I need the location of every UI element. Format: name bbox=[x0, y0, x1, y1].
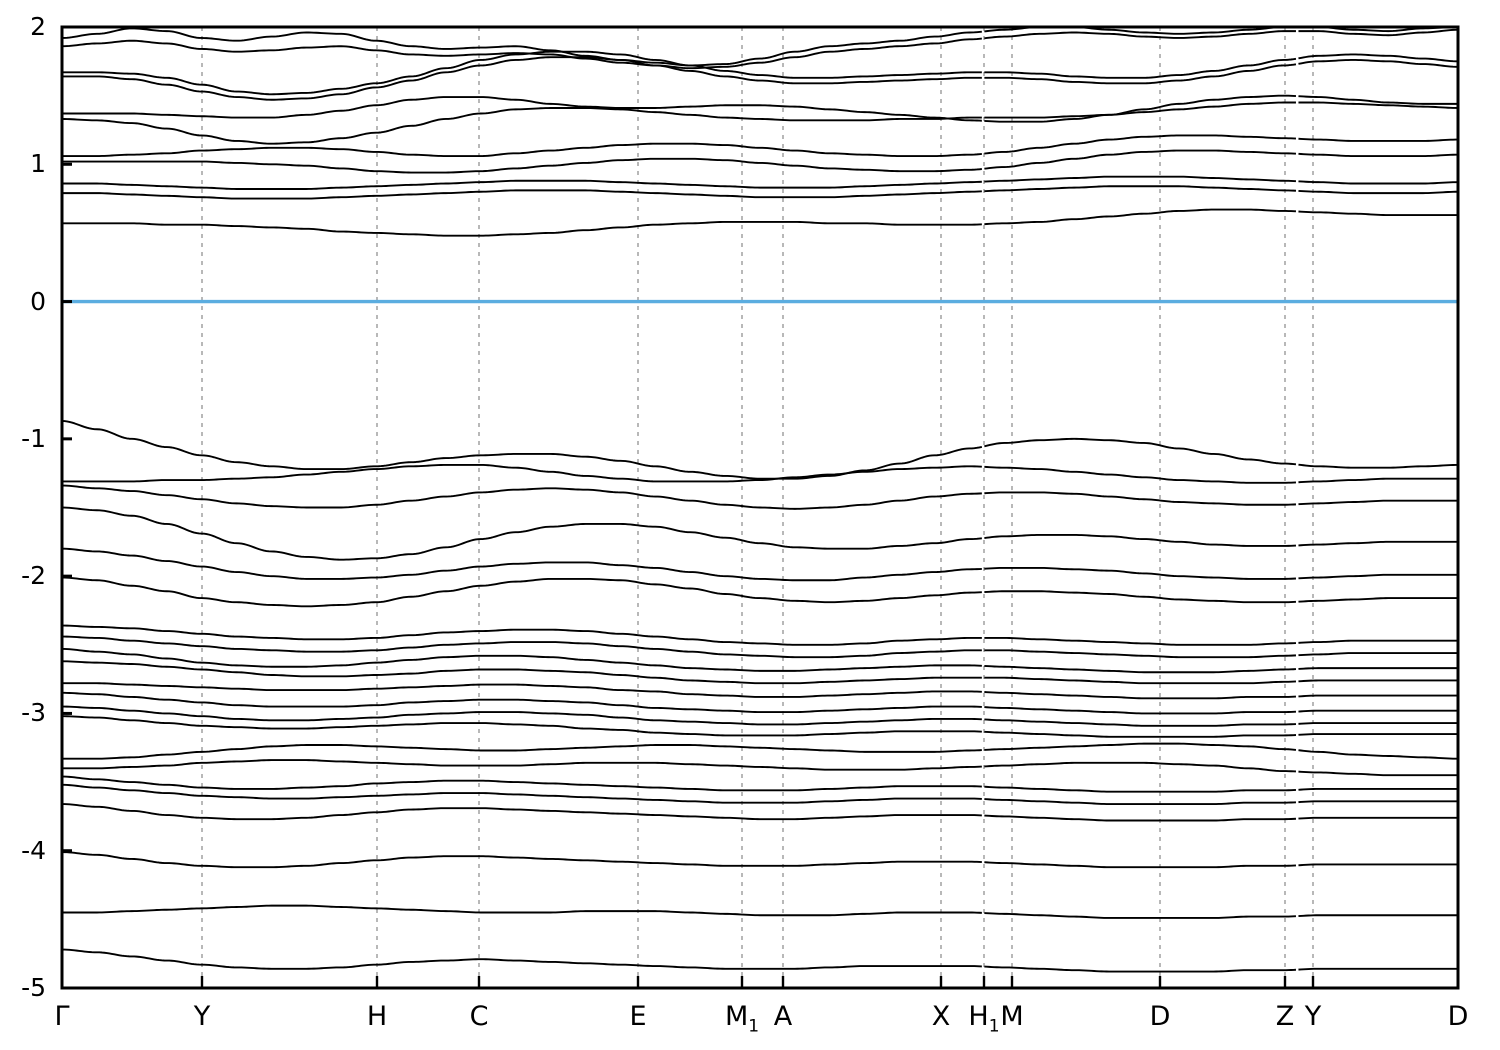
band-curve bbox=[62, 547, 1458, 582]
band-curve bbox=[62, 94, 1458, 123]
x-tick-label: D bbox=[1149, 1001, 1171, 1032]
band-curve bbox=[62, 463, 1458, 484]
band-curve bbox=[62, 904, 1458, 919]
x-tick-label: X bbox=[931, 1001, 951, 1032]
y-tick-label: 1 bbox=[30, 149, 46, 179]
band-curve bbox=[62, 803, 1458, 822]
band-curve bbox=[62, 775, 1458, 793]
x-tick-label: H1 bbox=[968, 1001, 1000, 1037]
band-curve bbox=[62, 682, 1458, 700]
x-tick-label: D bbox=[1447, 1001, 1469, 1032]
x-tick-label: M1 bbox=[724, 1001, 760, 1037]
band-curve bbox=[62, 175, 1458, 190]
y-tick-label: 0 bbox=[30, 286, 46, 316]
x-tick-label: C bbox=[469, 1001, 489, 1032]
band-curve bbox=[62, 647, 1458, 674]
band-curve bbox=[62, 484, 1458, 510]
band-curve bbox=[62, 506, 1458, 561]
x-tick-label: M bbox=[1000, 1001, 1024, 1032]
x-tick-label: Y bbox=[1304, 1001, 1322, 1032]
band-curve bbox=[62, 948, 1458, 973]
tick-marks bbox=[62, 25, 1315, 990]
band-curve bbox=[62, 660, 1458, 685]
y-tick-label: -5 bbox=[21, 973, 46, 1002]
band-curve bbox=[62, 624, 1458, 646]
x-tick-label: Y bbox=[193, 1001, 211, 1032]
band-curve bbox=[62, 27, 1458, 67]
band-curve bbox=[62, 691, 1458, 715]
band-curve bbox=[62, 50, 1458, 96]
band-curve bbox=[62, 715, 1458, 738]
band-curve bbox=[62, 420, 1458, 480]
band-curve bbox=[62, 851, 1458, 869]
y-tick-label: -1 bbox=[21, 423, 46, 453]
band-curve bbox=[62, 101, 1458, 145]
x-tick-label: Γ bbox=[54, 1001, 70, 1032]
band-curve bbox=[62, 28, 1458, 70]
band-curve bbox=[62, 576, 1458, 608]
x-tick-label: H bbox=[366, 1001, 388, 1032]
gridlines bbox=[201, 27, 1314, 988]
x-tick-label: E bbox=[629, 1001, 647, 1032]
x-tick-label: A bbox=[773, 1001, 793, 1032]
band-curve bbox=[62, 134, 1458, 157]
y-tick-label: -3 bbox=[21, 698, 46, 728]
band-curve bbox=[62, 635, 1458, 659]
band-curves bbox=[62, 27, 1458, 973]
band-curve bbox=[62, 185, 1458, 200]
y-tick-label: -4 bbox=[21, 835, 46, 865]
band-curve bbox=[62, 783, 1458, 805]
band-curve bbox=[62, 759, 1458, 777]
band-curve bbox=[62, 56, 1458, 101]
y-tick-label: 2 bbox=[30, 12, 46, 41]
band-curve bbox=[62, 149, 1458, 174]
band-curve bbox=[62, 208, 1458, 237]
band-curve bbox=[62, 742, 1458, 760]
y-tick-label: -2 bbox=[21, 561, 46, 591]
band-curve bbox=[62, 705, 1458, 727]
x-tick-label: Z bbox=[1275, 1001, 1295, 1032]
plot-frame bbox=[60, 25, 1460, 990]
